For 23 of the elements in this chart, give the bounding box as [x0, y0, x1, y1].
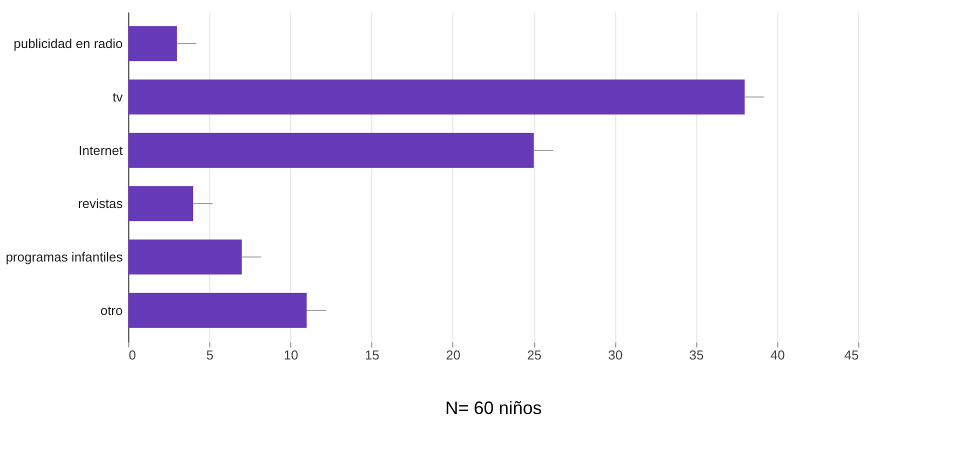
bar [128, 240, 242, 274]
y-tick-label: publicidad en radio [14, 36, 123, 52]
y-tick-label: otro [100, 302, 123, 318]
bar [128, 80, 745, 114]
x-tick-label: 10 [284, 348, 298, 362]
y-tick-label: Internet [78, 142, 124, 158]
x-tick-label: 45 [844, 348, 859, 362]
x-tick-label: 30 [608, 348, 623, 362]
x-tick-label: 25 [527, 348, 542, 362]
bar [128, 186, 194, 222]
bar [128, 132, 534, 168]
bar [128, 292, 307, 328]
y-tick-label: programas infantiles [6, 250, 124, 264]
y-tick-label: revistas [78, 196, 124, 212]
bar [128, 26, 177, 62]
x-tick-label: 20 [446, 348, 460, 362]
x-tick-label: 15 [364, 348, 380, 362]
y-tick-label: tv [112, 90, 124, 104]
x-tick-label: 0 [128, 348, 136, 362]
x-tick-label: 5 [206, 348, 214, 362]
text: N= 60 niños [445, 398, 542, 418]
x-tick-label: 40 [770, 348, 785, 362]
x-tick-label: 35 [689, 348, 704, 362]
